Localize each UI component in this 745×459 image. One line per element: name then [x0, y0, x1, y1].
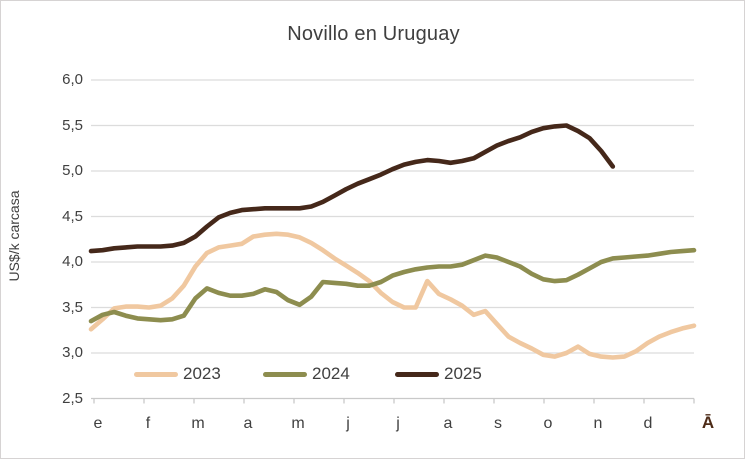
x-month-label: e — [93, 415, 103, 432]
x-month-label: o — [543, 415, 553, 432]
x-month-label: d — [643, 415, 653, 432]
y-tick-label: 2,5 — [62, 389, 83, 407]
x-month-label: a — [243, 415, 253, 432]
y-tick-label: 6,0 — [62, 71, 83, 88]
y-tick-label: 4,5 — [62, 207, 83, 225]
x-month-label: m — [291, 415, 305, 432]
y-tick-label: 5,0 — [62, 162, 83, 179]
y-tick-label: 3,0 — [62, 344, 83, 361]
x-month-label: m — [191, 415, 205, 432]
y-tick-label: 3,5 — [62, 298, 83, 316]
series-line-2024 — [88, 247, 697, 324]
y-tick-label: 4,0 — [62, 253, 83, 270]
series-line-2025 — [88, 123, 616, 254]
x-month-label: n — [593, 415, 603, 432]
chart-title: Novillo en Uruguay — [287, 23, 460, 45]
series-line-2023 — [88, 231, 697, 360]
x-label-average: Ā — [701, 413, 715, 432]
x-month-label: j — [396, 415, 400, 432]
x-month-label: a — [443, 415, 453, 432]
x-month-label: j — [346, 415, 350, 432]
y-tick-label: 5,5 — [62, 116, 83, 134]
x-month-label: s — [494, 415, 502, 432]
x-month-label: f — [145, 415, 151, 432]
